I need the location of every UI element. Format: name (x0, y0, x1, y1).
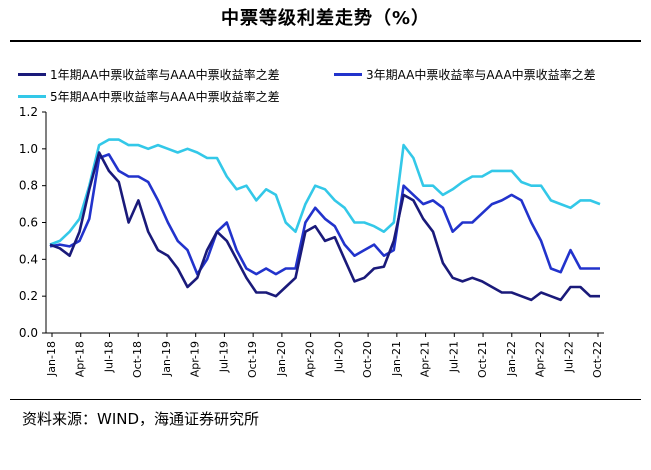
y-tick-label: 0.4 (19, 252, 38, 266)
y-tick-label: 0.0 (19, 326, 38, 340)
x-tick-label: Jan-22 (505, 341, 518, 377)
x-tick-label: Jul-22 (562, 341, 575, 373)
axes: 0.0 0.2 0.4 0.6 0.8 1.0 1.2 Jan-18 Apr-18 Jul-18 O… (19, 105, 604, 378)
series-line-3y (49, 153, 600, 276)
x-tick-label: Jul-19 (217, 341, 230, 373)
y-tick-label: 0.6 (19, 216, 38, 230)
x-tick-label: Jul-18 (102, 341, 115, 373)
series-line-1y (49, 151, 600, 302)
x-tick-label: Apr-21 (419, 341, 432, 377)
legend-item-1y: 1年期AA中票收益率与AAA中票收益率之差 (18, 66, 280, 83)
x-tick-label: Oct-22 (591, 341, 604, 378)
legend-swatch-5y (18, 95, 46, 98)
x-tick-label: Apr-19 (189, 341, 202, 377)
x-tick-label: Jan-20 (275, 341, 288, 377)
x-tick-label: Jan-21 (390, 341, 403, 377)
series-line-5y (49, 138, 601, 246)
legend-label-3y: 3年期AA中票收益率与AAA中票收益率之差 (366, 68, 596, 82)
chart-title: 中票等级利差走势（%） (220, 8, 431, 29)
x-tick-label: Jul-20 (332, 341, 345, 373)
legend-item-3y: 3年期AA中票收益率与AAA中票收益率之差 (334, 66, 596, 83)
legend-label-1y: 1年期AA中票收益率与AAA中票收益率之差 (50, 68, 280, 82)
bottom-rule (10, 399, 641, 400)
x-tick-label: Apr-22 (534, 341, 547, 377)
x-tick-label: Oct-20 (361, 341, 374, 378)
x-tick-label: Apr-18 (74, 341, 87, 377)
series-lines (49, 138, 601, 302)
x-tick-label: Jul-21 (447, 341, 460, 373)
y-tick-label: 0.2 (19, 289, 38, 303)
x-tick-label: Jan-19 (160, 341, 173, 377)
legend-label-5y: 5年期AA中票收益率与AAA中票收益率之差 (50, 90, 280, 104)
x-tick-label: Jan-18 (45, 341, 58, 377)
source-note: 资料来源：WIND，海通证券研究所 (22, 410, 260, 428)
x-tick-label: Oct-21 (476, 341, 489, 378)
line-chart: 0.0 0.2 0.4 0.6 0.8 1.0 1.2 Jan-18 Apr-18 Jul-18 O… (19, 105, 604, 378)
legend-swatch-1y (18, 73, 46, 76)
legend-item-5y: 5年期AA中票收益率与AAA中票收益率之差 (18, 88, 280, 105)
y-tick-label: 0.8 (19, 179, 38, 193)
y-tick-label: 1.0 (19, 142, 38, 156)
x-tick-label: Apr-20 (304, 341, 317, 377)
x-tick-label: Oct-19 (246, 341, 259, 378)
y-tick-label: 1.2 (19, 105, 38, 119)
x-tick-label: Oct-18 (131, 341, 144, 378)
legend-swatch-3y (334, 73, 362, 76)
top-rule (10, 40, 641, 42)
